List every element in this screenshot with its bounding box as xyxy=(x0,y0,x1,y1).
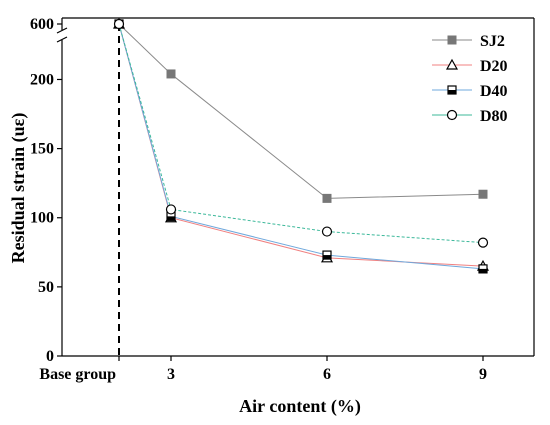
legend-marker-d80 xyxy=(446,109,458,121)
y-axis-title: Residual strain (uε) xyxy=(8,113,29,264)
plot-area: 0 50 100 150 200 600 Base group 3 6 9 xyxy=(30,16,535,383)
y-tick-label: 600 xyxy=(30,16,54,33)
legend-label-sj2: SJ2 xyxy=(480,33,505,50)
y-tick-label: 0 xyxy=(46,348,54,365)
legend: SJ2 D20 D40 D80 xyxy=(432,33,508,125)
legend-marker-sj2 xyxy=(447,35,457,45)
y-tick-label: 150 xyxy=(30,141,54,158)
legend-marker-d40 xyxy=(447,85,457,95)
data-point-d80 xyxy=(113,18,125,30)
series-line-d20 xyxy=(118,23,484,267)
series-line-d80 xyxy=(118,23,484,244)
data-point-d80 xyxy=(321,226,333,237)
data-point-d80 xyxy=(165,204,177,215)
x-tick-label: 9 xyxy=(479,366,487,383)
data-point-d80 xyxy=(477,237,489,248)
data-point-sj2 xyxy=(166,69,176,79)
axis-break-mark xyxy=(56,27,68,34)
axis-break-mark xyxy=(56,36,68,43)
data-point-sj2 xyxy=(322,193,332,203)
series-line-sj2 xyxy=(118,23,484,199)
legend-marker-d20 xyxy=(445,58,459,70)
x-axis-title: Air content (%) xyxy=(239,396,361,417)
legend-label-d40: D40 xyxy=(480,83,508,100)
y-tick-label: 200 xyxy=(30,71,54,88)
x-tick-label: 6 xyxy=(323,366,331,383)
x-tick-label: Base group xyxy=(39,366,116,383)
series-line-d40 xyxy=(118,23,484,270)
data-point-sj2 xyxy=(478,189,488,199)
y-tick-label: 100 xyxy=(30,210,54,227)
data-point-d40 xyxy=(322,250,332,260)
y-tick-label: 50 xyxy=(38,279,54,296)
data-point-d40 xyxy=(478,264,488,274)
x-tick-label: 3 xyxy=(167,366,175,383)
legend-label-d80: D80 xyxy=(480,108,508,125)
legend-label-d20: D20 xyxy=(480,58,508,75)
